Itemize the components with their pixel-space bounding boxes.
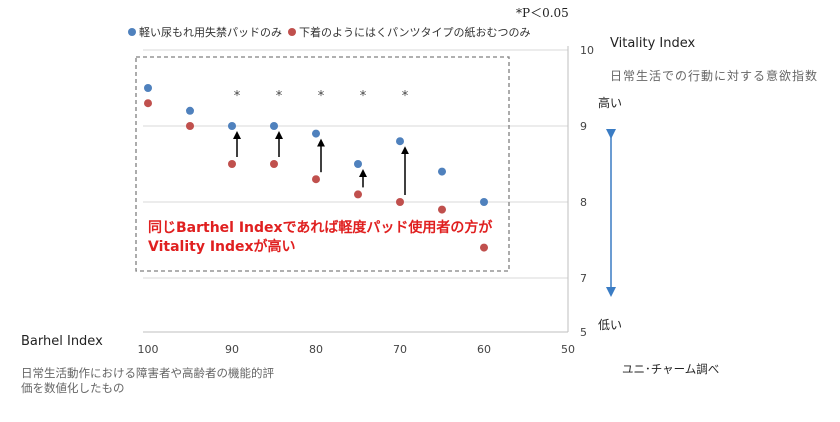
annotation-frame [135,56,510,272]
x-axis-description: 日常生活動作における障害者や高齢者の機能的評価を数値化したもの [21,366,274,395]
chart-marks: * * * * * [144,84,616,297]
y-tick-label: 10 [580,44,594,57]
y-low-label: 低い [598,318,623,332]
source-note: ユニ･チャーム調べ [622,362,720,376]
legend-label-pad: 軽い尿もれ用失禁パッドのみ [139,26,282,39]
point-pad [312,129,320,138]
point-pad [228,122,236,130]
chart-axes: 100 90 80 70 60 50 10 9 8 7 5 [135,44,594,356]
y-axis-description: 日常生活での行動に対する意欲指数 [610,69,819,83]
point-pants [228,160,236,168]
point-pants [144,99,152,108]
point-pad [144,84,152,92]
y-axis-title: Vitality Index [610,36,696,51]
x-tick-label: 80 [309,343,323,356]
point-pants [354,190,362,199]
point-pants [312,175,320,184]
significance-asterisk: * [276,89,283,104]
point-pad [354,160,362,168]
legend: 軽い尿もれ用失禁パッドのみ 下着のようにはくパンツタイプの紙おむつのみ [128,24,537,40]
point-pad [186,106,194,115]
x-tick-label: 70 [393,343,407,356]
significance-asterisk: * [318,89,325,104]
legend-item-pad: 軽い尿もれ用失禁パッドのみ [128,24,282,40]
legend-marker-pants [288,28,296,36]
point-pants [438,205,446,214]
point-pants [396,198,404,206]
y-high-label: 高い [598,96,623,110]
x-tick-label: 60 [477,343,491,356]
annotation-text: 同じBarthel Indexであれば軽度パッド使用者の方がVitality I… [148,220,493,255]
significance-asterisk: * [402,89,409,104]
significance-asterisk: * [360,89,367,104]
y-tick-label: 5 [580,326,587,339]
legend-marker-pad [128,28,136,36]
significance-note: *P＜0.05 [516,6,569,20]
y-tick-label: 9 [580,120,587,133]
y-tick-label: 8 [580,196,587,209]
point-pants [480,243,488,252]
x-tick-label: 90 [225,343,239,356]
x-tick-label: 50 [561,343,575,356]
point-pad [480,198,488,206]
y-tick-label: 7 [580,272,587,285]
x-axis-title: Barhel Index [21,334,103,349]
x-tick-label: 100 [138,343,159,356]
point-pad [438,167,446,176]
point-pants [270,160,278,168]
legend-label-pants: 下着のようにはくパンツタイプの紙おむつのみ [299,26,531,39]
point-pants [186,122,194,130]
point-pad [396,137,404,146]
legend-item-pants: 下着のようにはくパンツタイプの紙おむつのみ [288,24,531,40]
significance-asterisk: * [234,89,241,104]
point-pad [270,122,278,130]
